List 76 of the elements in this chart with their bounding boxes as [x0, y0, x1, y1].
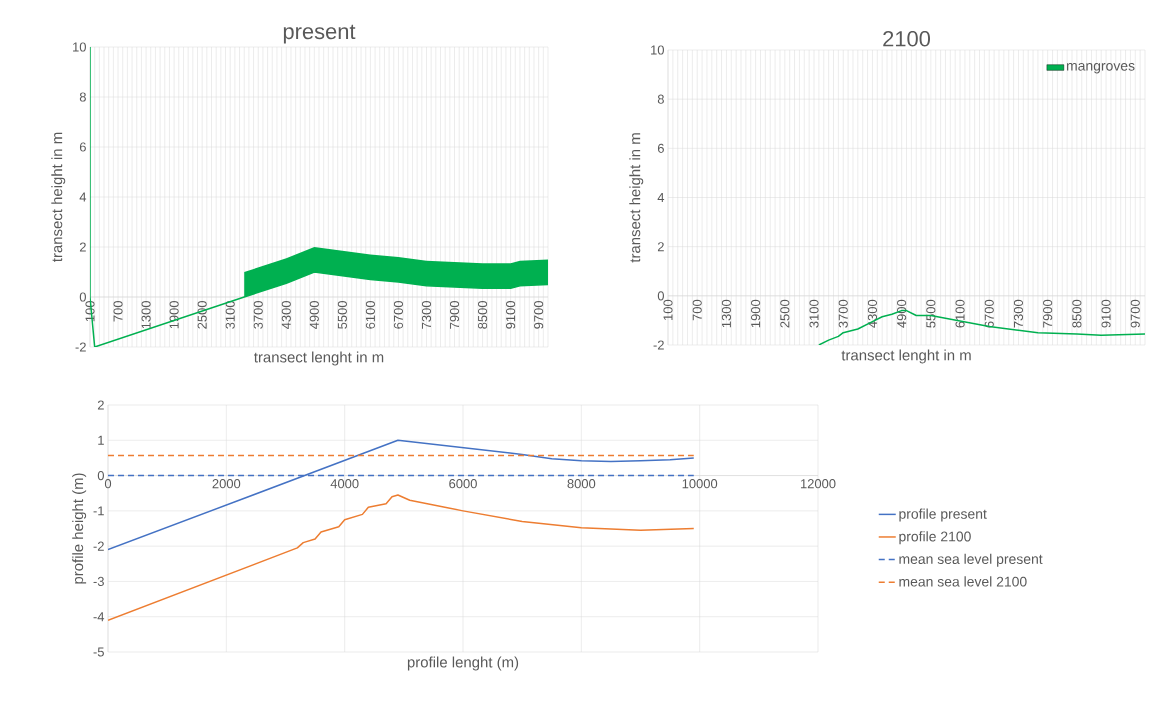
y-tick-label: 2 — [97, 400, 104, 410]
y-tick-label: 10 — [73, 42, 86, 52]
x-tick-label: 4000 — [330, 479, 359, 489]
y-tick-label: 1 — [98, 435, 104, 445]
x-tick-label: 1900 — [169, 301, 179, 329]
x-tick-label: 1300 — [141, 301, 151, 329]
x-tick-label: 5500 — [337, 301, 347, 329]
x-tick-label: 8000 — [567, 479, 596, 489]
x-tick-label: 100 — [85, 301, 95, 322]
x-tick-label: 1900 — [751, 299, 761, 328]
x-tick-label: 10000 — [682, 479, 718, 489]
x-tick-label: 9700 — [1130, 299, 1140, 328]
x-tick-label: 6100 — [955, 299, 965, 328]
y-tick-label: 0 — [97, 470, 104, 481]
x-tick-label: 3100 — [809, 299, 819, 328]
legend-label: mean sea level 2100 — [899, 576, 1027, 587]
x-tick-label: 6000 — [449, 479, 477, 489]
legend-label: mean sea level present — [899, 553, 1043, 567]
y-axis-title: transect height in m — [629, 133, 644, 263]
y-tick-label: -1 — [93, 506, 104, 516]
x-tick-label: 4300 — [867, 299, 878, 328]
chart-title: present — [283, 24, 356, 44]
y-tick-label: 0 — [657, 291, 664, 301]
y-tick-label: 6 — [79, 142, 86, 152]
y-tick-label: 4 — [79, 192, 87, 202]
y-tick-label: 2 — [657, 242, 664, 252]
y-tick-label: 2 — [79, 242, 86, 252]
x-tick-label: 7300 — [421, 301, 432, 329]
x-tick-label: 7900 — [1043, 299, 1053, 328]
x-tick-label: 3700 — [838, 299, 848, 328]
x-tick-label: 700 — [692, 299, 702, 321]
x-tick-label: 7900 — [449, 301, 460, 329]
x-tick-label: 0 — [104, 479, 112, 489]
y-tick-label: -4 — [93, 612, 105, 622]
x-tick-label: 4300 — [281, 301, 291, 330]
line-series — [108, 494, 695, 621]
y-tick-label: -5 — [93, 647, 104, 657]
x-tick-label: 12000 — [800, 479, 836, 489]
y-axis-title: profile height (m) — [72, 473, 87, 584]
x-tick-label: 2500 — [780, 299, 790, 328]
x-tick-label: 6100 — [365, 301, 375, 329]
x-tick-label: 4900 — [309, 301, 319, 330]
y-tick-label: -2 — [75, 342, 86, 352]
y-tick-label: -2 — [653, 340, 664, 350]
x-tick-label: 8500 — [477, 301, 488, 329]
y-tick-label: 0 — [79, 292, 86, 302]
x-tick-label: 3100 — [225, 301, 235, 329]
x-tick-label: 700 — [113, 301, 123, 322]
y-tick-label: 8 — [657, 94, 664, 104]
y-tick-label: 6 — [657, 143, 664, 153]
x-tick-label: 2500 — [197, 301, 207, 329]
x-tick-label: 100 — [663, 299, 673, 320]
y-tick-label: 4 — [657, 193, 665, 202]
x-tick-label: 9100 — [1101, 299, 1111, 328]
x-tick-label: 6700 — [393, 301, 404, 329]
legend-label: mangroves — [1066, 63, 1135, 74]
x-tick-label: 1300 — [721, 299, 731, 328]
legend-label: profile 2100 — [899, 531, 971, 545]
legend-label: profile present — [899, 508, 987, 522]
y-tick-label: 10 — [651, 45, 664, 55]
x-tick-label: 9100 — [506, 301, 516, 329]
x-tick-label: 4900 — [897, 299, 907, 328]
x-tick-label: 9700 — [534, 301, 544, 329]
x-tick-label: 3700 — [253, 301, 263, 329]
x-tick-label: 2000 — [212, 479, 241, 489]
y-tick-label: -2 — [93, 541, 104, 551]
y-axis-title: transect height in m — [51, 132, 66, 262]
x-axis-title: profile lenght (m) — [407, 656, 519, 671]
y-tick-label: 8 — [79, 92, 86, 102]
x-tick-label: 7300 — [1013, 299, 1024, 328]
y-tick-label: -3 — [93, 576, 104, 587]
x-tick-label: 8500 — [1072, 299, 1082, 328]
x-tick-label: 5500 — [926, 299, 936, 328]
chart-title: 2100 — [883, 30, 931, 47]
x-axis-title: transect lenght in m — [254, 351, 384, 366]
x-axis-title: transect lenght in m — [841, 349, 971, 364]
